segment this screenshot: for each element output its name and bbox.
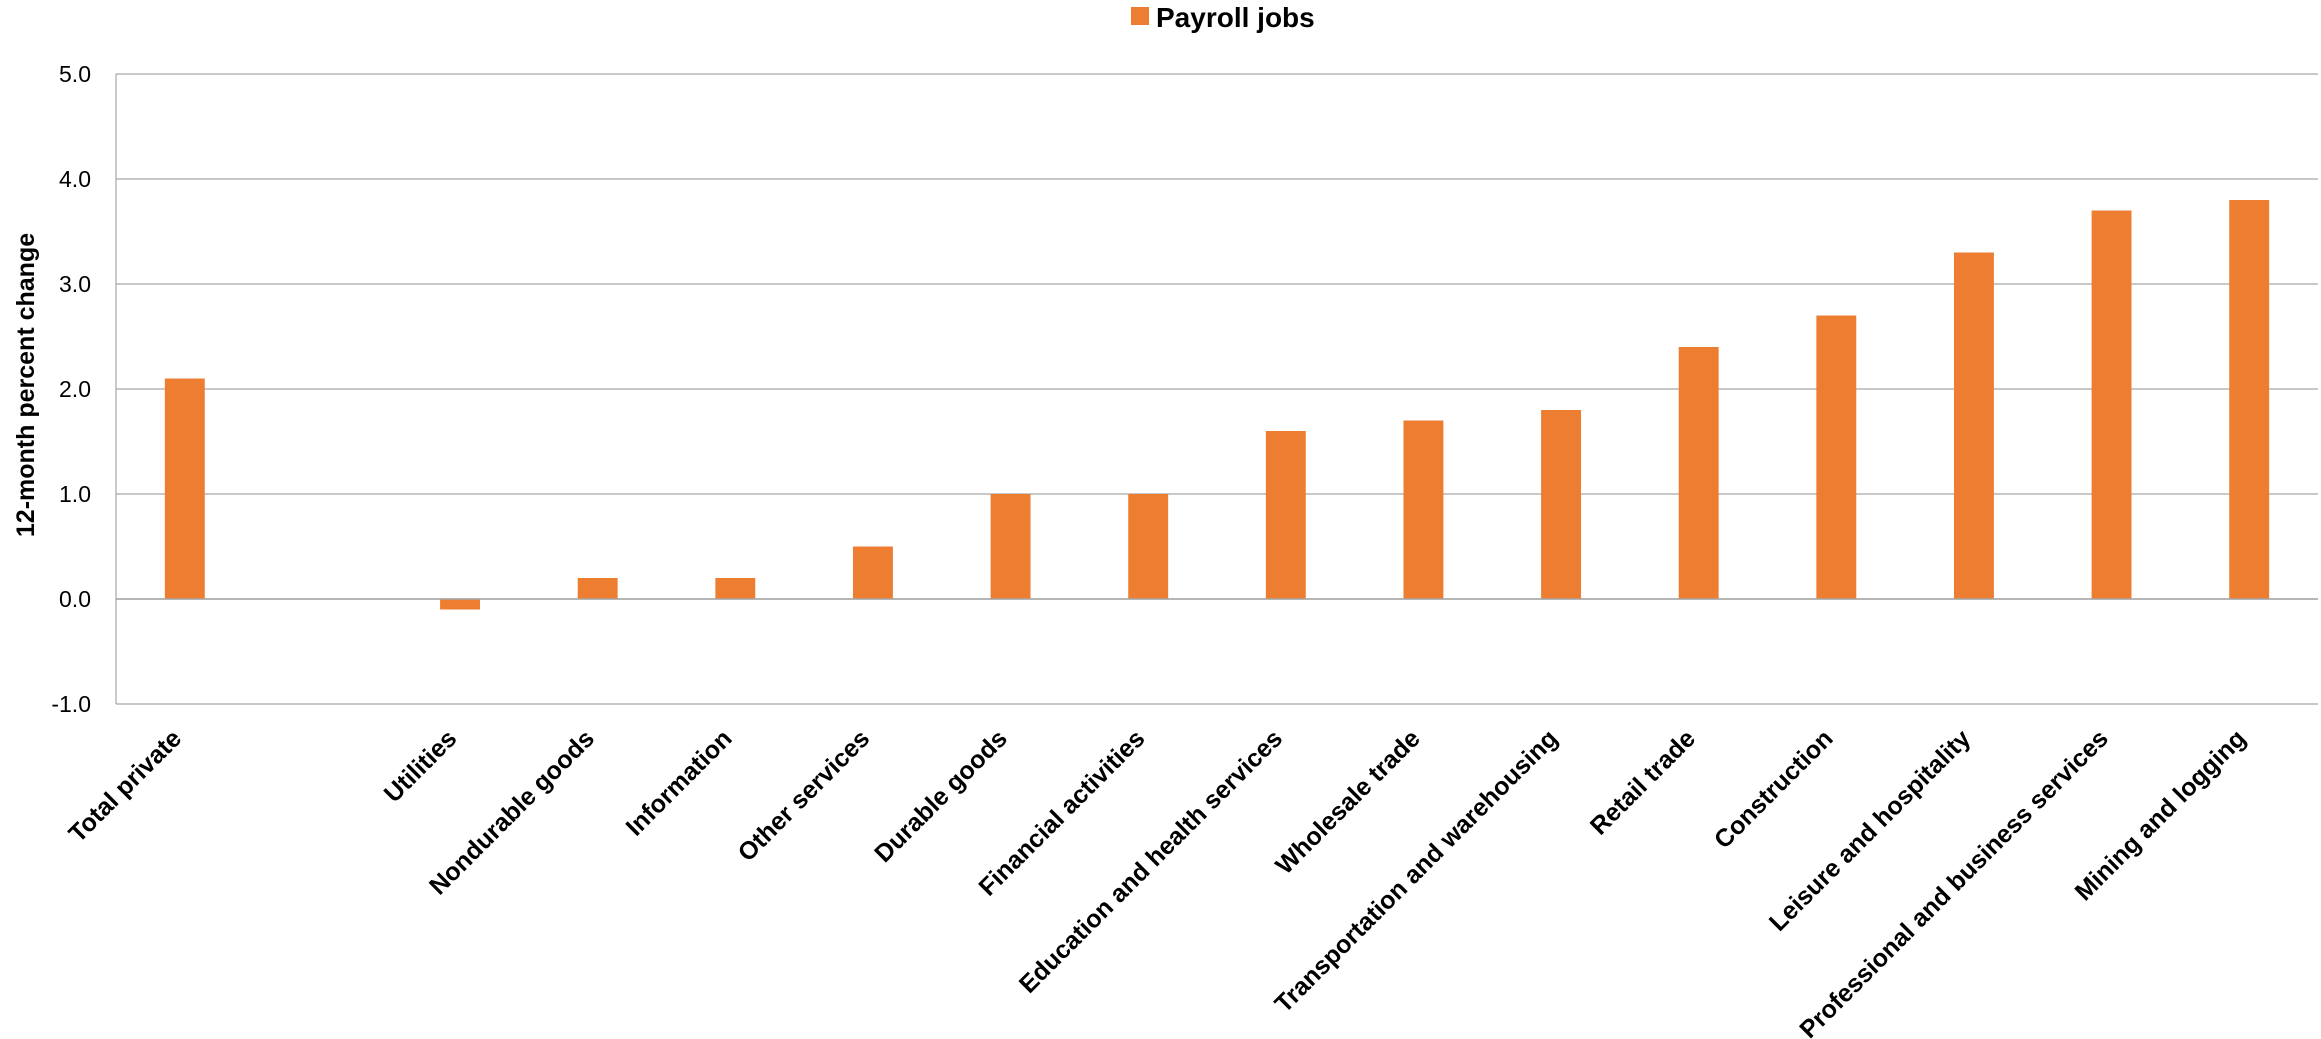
x-tick-label: Construction: [1709, 724, 1839, 854]
bar: [1678, 347, 1719, 599]
bar: [1403, 420, 1444, 599]
legend: Payroll jobs: [1131, 2, 1315, 33]
legend-label: Payroll jobs: [1156, 2, 1315, 33]
bar: [990, 494, 1031, 599]
y-axis-tick-labels: 5.0 4.0 3.0 2.0 1.0 0.0 -1.0: [51, 61, 91, 717]
x-tick-label: Retail trade: [1585, 724, 1701, 840]
x-tick-label: Other services: [733, 724, 876, 867]
bar: [577, 578, 618, 599]
y-axis-title: 12-month percent change: [12, 233, 40, 537]
y-tick-label: -1.0: [51, 691, 91, 717]
y-tick-label: 1.0: [59, 481, 91, 507]
bar: [852, 546, 893, 599]
bar: [1128, 494, 1169, 599]
y-tick-label: 3.0: [59, 271, 91, 297]
bar: [164, 378, 205, 599]
bar: [1541, 410, 1582, 599]
x-tick-label: Durable goods: [869, 724, 1013, 868]
bar: [440, 599, 481, 610]
x-tick-label: Wholesale trade: [1270, 724, 1425, 879]
y-tick-label: 4.0: [59, 166, 91, 192]
y-tick-label: 0.0: [59, 586, 91, 612]
x-tick-label: Education and health services: [1014, 724, 1288, 998]
y-tick-label: 5.0: [59, 61, 91, 87]
legend-swatch: [1131, 7, 1149, 25]
x-tick-label: Information: [621, 724, 738, 841]
bar: [2091, 210, 2132, 599]
bars: [164, 200, 2270, 610]
x-tick-label: Total private: [63, 724, 187, 848]
bar: [1816, 315, 1857, 599]
bar: [1265, 431, 1306, 599]
x-tick-label: Utilities: [379, 724, 463, 808]
y-tick-label: 2.0: [59, 376, 91, 402]
x-tick-label: Transportation and warehousing: [1269, 724, 1563, 1018]
bar: [715, 578, 756, 599]
x-tick-label: Professional and business services: [1794, 724, 2113, 1039]
bar: [1953, 252, 1994, 599]
bar: [2229, 200, 2270, 599]
